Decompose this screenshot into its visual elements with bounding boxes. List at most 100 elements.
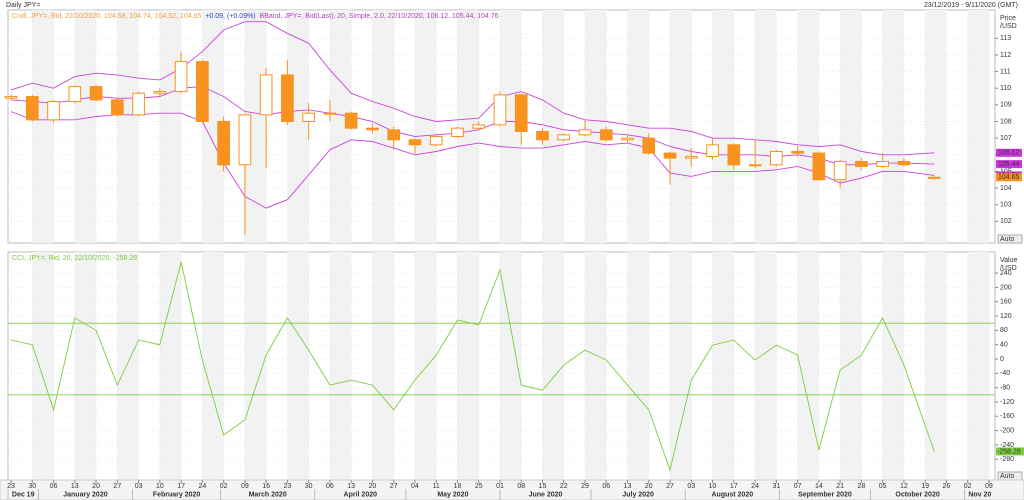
week-shade <box>244 252 267 480</box>
week-shade <box>755 252 777 480</box>
x-tick-label: 20 <box>92 483 100 490</box>
candle-body <box>89 86 103 101</box>
y-tick-label: -160 <box>1000 413 1014 420</box>
week-shade <box>372 252 394 480</box>
week-shade <box>159 252 182 480</box>
y-tick-label: 109 <box>1000 102 1012 109</box>
candle-body <box>514 94 528 132</box>
candle-body <box>769 150 783 166</box>
y-tick-label: 107 <box>1000 135 1012 142</box>
value-badge-label: -258.28 <box>997 448 1021 455</box>
legend-entry: BBand, JPY=, Bid(Last), 20, Simple, 2.0,… <box>260 13 499 20</box>
x-tick-label: 03 <box>135 483 143 490</box>
x-tick-label: 23 <box>7 483 15 490</box>
candle-body <box>493 94 507 126</box>
week-shade <box>499 252 522 480</box>
legend-entry: Cndl, JPY=, Bid, 22/10/2020, 104.58, 104… <box>12 13 201 20</box>
week-shade <box>287 252 309 480</box>
candle-body <box>451 127 464 137</box>
x-tick-label: 16 <box>262 483 270 490</box>
x-tick-label: 13 <box>347 483 355 490</box>
week-shade <box>329 10 352 243</box>
x-tick-label: 13 <box>624 483 632 490</box>
x-tick-label: 25 <box>475 483 483 490</box>
week-shade <box>287 10 309 243</box>
x-tick-label: 06 <box>602 483 610 490</box>
week-shade <box>74 10 97 243</box>
candle-body <box>196 61 209 123</box>
x-tick-label: 21 <box>836 483 844 490</box>
x-tick-label: 26 <box>943 483 951 490</box>
auto-button[interactable] <box>997 234 1023 244</box>
candle-body <box>748 164 762 167</box>
week-shade <box>627 252 649 480</box>
candle-body <box>855 160 868 167</box>
candle-body <box>259 74 273 116</box>
x-tick-label: 06 <box>326 483 334 490</box>
week-shade <box>670 10 692 243</box>
y-tick-label: 110 <box>1000 85 1011 92</box>
x-tick-label: 18 <box>454 483 462 490</box>
candle-body <box>4 96 18 99</box>
y-axis-title: /USD <box>1000 23 1017 30</box>
candle-body <box>387 129 401 141</box>
price-badge-label: 106.12 <box>998 150 1020 157</box>
y-tick-label: -240 <box>1000 442 1014 449</box>
week-shade <box>457 10 479 243</box>
x-tick-label: 31 <box>772 483 780 490</box>
bollinger-lower <box>10 111 935 209</box>
y-tick-label: -40 <box>1000 370 1010 377</box>
candle-body <box>578 129 592 136</box>
y-axis-title: /USD <box>1000 265 1017 272</box>
month-label: August 2020 <box>711 491 753 498</box>
candle-body <box>302 112 316 123</box>
candle-body <box>110 99 124 116</box>
month-label: April 2020 <box>344 491 378 498</box>
week-shade <box>414 252 437 480</box>
week-shade <box>712 10 734 243</box>
week-shade <box>925 252 947 480</box>
month-label: February 2020 <box>153 491 201 498</box>
week-shade <box>457 252 479 480</box>
week-shade <box>202 252 224 480</box>
candle-body <box>897 160 911 166</box>
x-tick-label: 27 <box>390 483 398 490</box>
y-tick-label: 240 <box>1000 270 1012 277</box>
x-tick-label: 03 <box>687 483 695 490</box>
candle-body <box>557 134 571 141</box>
candle-body <box>876 160 889 167</box>
week-shade <box>542 10 564 243</box>
week-shade <box>712 252 734 480</box>
candle-body <box>408 139 422 146</box>
month-label: May 2020 <box>437 491 468 498</box>
y-tick-label: 113 <box>1000 35 1011 42</box>
price-badge <box>996 148 1022 157</box>
candle-body <box>47 101 60 121</box>
candle-body <box>727 144 741 166</box>
x-tick-label: 28 <box>857 483 865 490</box>
week-shade <box>32 252 54 480</box>
week-shade <box>797 10 819 243</box>
x-tick-label: 23 <box>283 483 291 490</box>
x-tick-label: 05 <box>879 483 887 490</box>
month-label: October 2020 <box>895 491 939 498</box>
y-tick-label: 103 <box>1000 202 1012 209</box>
candle-body <box>642 137 656 154</box>
x-tick-label: 14 <box>815 483 823 490</box>
candle-body <box>217 121 230 166</box>
week-shade <box>117 252 139 480</box>
y-axis-title: Value <box>1000 257 1017 264</box>
week-shade <box>499 10 522 243</box>
candle-body <box>132 92 145 116</box>
week-shade <box>882 252 904 480</box>
month-label: September 2020 <box>798 491 852 498</box>
candle-body <box>599 129 613 141</box>
week-shade <box>74 252 97 480</box>
x-tick-label: 17 <box>730 483 738 490</box>
week-shade <box>32 10 54 243</box>
y-tick-label: -80 <box>1000 384 1010 391</box>
value-badge <box>996 447 1024 456</box>
y-tick-label: -120 <box>1000 399 1014 406</box>
y-tick-label: 0 <box>1000 356 1004 363</box>
week-shade <box>840 252 862 480</box>
